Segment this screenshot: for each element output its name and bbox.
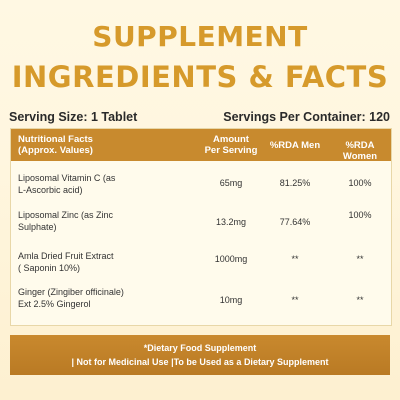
table-header: Nutritional Facts (Approx. Values) Amoun… (11, 129, 391, 162)
rda-women-cell: ** (356, 254, 364, 264)
rda-women-cell: 100% (348, 178, 372, 188)
header-amount-line1: Amount (213, 134, 249, 145)
ingredient-name-line2: L-Ascorbic acid) (18, 185, 83, 195)
ingredient-name-line2: Sulphate) (18, 222, 57, 232)
ingredient-name-line1: Liposomal Zinc (as Zinc (18, 210, 114, 220)
ingredient-name: Liposomal Zinc (as Zinc Sulphate) (18, 209, 198, 233)
facts-table: Nutritional Facts (Approx. Values) Amoun… (10, 128, 392, 326)
header-nutritional: Nutritional Facts (Approx. Values) (18, 134, 93, 156)
header-nutritional-line2: (Approx. Values) (18, 145, 93, 156)
amount-cell: 10mg (219, 295, 243, 305)
ingredient-name-line2: Ext 2.5% Gingerol (18, 299, 91, 309)
ingredient-name-line1: Ginger (Zingiber officinale) (18, 287, 124, 297)
header-amount-line2: Per Serving (204, 145, 258, 156)
header-rda-women: %RDA Women (342, 140, 378, 162)
ingredient-name-line2: ( Saponin 10%) (18, 263, 81, 273)
amount-cell: 13.2mg (215, 217, 247, 227)
amount-cell: 1000mg (214, 254, 248, 264)
footer-line-2: | Not for Medicinal Use |To be Used as a… (71, 357, 329, 367)
ingredient-name-line1: Liposomal Vitamin C (as (18, 173, 116, 183)
ingredient-name-line1: Amla Dried Fruit Extract (18, 251, 114, 261)
serving-size: Serving Size: 1 Tablet (9, 110, 138, 124)
amount-cell: 65mg (219, 178, 243, 188)
header-rda-men: %RDA Men (269, 140, 321, 151)
header-amount: Amount Per Serving (203, 134, 259, 156)
title-line-1: SUPPLEMENT (92, 20, 308, 53)
ingredient-name: Ginger (Zingiber officinale) Ext 2.5% Gi… (18, 286, 198, 310)
servings-per-container: Servings Per Container: 120 (223, 110, 390, 124)
rda-men-cell: ** (291, 254, 299, 264)
footer-line-1: *Dietary Food Supplement (143, 343, 257, 353)
rda-women-cell: ** (356, 295, 364, 305)
rda-men-cell: 77.64% (279, 217, 311, 227)
rda-women-cell: 100% (348, 210, 372, 220)
footer-banner: *Dietary Food Supplement | Not for Medic… (10, 335, 390, 375)
ingredient-name: Amla Dried Fruit Extract ( Saponin 10%) (18, 250, 198, 274)
rda-men-cell: 81.25% (279, 178, 311, 188)
rda-men-cell: ** (291, 295, 299, 305)
ingredient-name: Liposomal Vitamin C (as L-Ascorbic acid) (18, 172, 198, 196)
header-nutritional-line1: Nutritional Facts (18, 134, 93, 145)
title-line-2: INGREDIENTS & FACTS (11, 60, 389, 94)
